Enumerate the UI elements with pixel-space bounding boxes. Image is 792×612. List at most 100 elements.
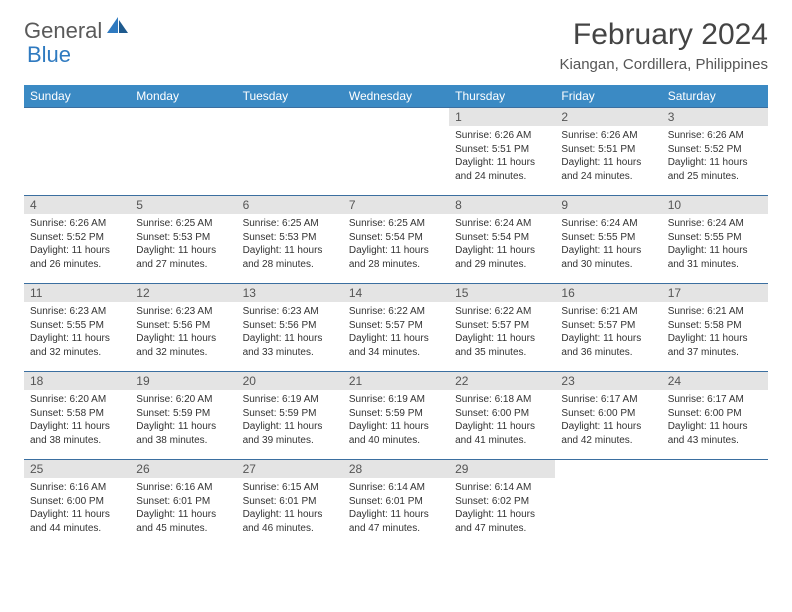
sunrise-text: Sunrise: 6:23 AM [30,305,124,319]
sunrise-text: Sunrise: 6:22 AM [349,305,443,319]
day-detail: Sunrise: 6:23 AMSunset: 5:56 PMDaylight:… [237,302,343,363]
month-title: February 2024 [560,18,768,52]
day-number: 20 [237,372,343,390]
day-number: 11 [24,284,130,302]
calendar-day-cell: 10Sunrise: 6:24 AMSunset: 5:55 PMDayligh… [662,196,768,284]
calendar-day-cell [237,108,343,196]
sunset-text: Sunset: 5:54 PM [349,231,443,245]
sunset-text: Sunset: 5:56 PM [136,319,230,333]
calendar-day-cell: 7Sunrise: 6:25 AMSunset: 5:54 PMDaylight… [343,196,449,284]
calendar-day-cell: 20Sunrise: 6:19 AMSunset: 5:59 PMDayligh… [237,372,343,460]
sunset-text: Sunset: 6:00 PM [455,407,549,421]
weekday-header: Sunday [24,85,130,108]
daylight-text-2: and 45 minutes. [136,522,230,536]
sunset-text: Sunset: 6:01 PM [243,495,337,509]
calendar-table: Sunday Monday Tuesday Wednesday Thursday… [24,85,768,548]
day-detail: Sunrise: 6:26 AMSunset: 5:51 PMDaylight:… [449,126,555,187]
day-number: 16 [555,284,661,302]
daylight-text-1: Daylight: 11 hours [136,508,230,522]
sunrise-text: Sunrise: 6:15 AM [243,481,337,495]
brand-logo: General [24,18,131,44]
sunrise-text: Sunrise: 6:19 AM [349,393,443,407]
calendar-day-cell: 14Sunrise: 6:22 AMSunset: 5:57 PMDayligh… [343,284,449,372]
sunset-text: Sunset: 5:52 PM [668,143,762,157]
daylight-text-1: Daylight: 11 hours [243,332,337,346]
sunrise-text: Sunrise: 6:17 AM [561,393,655,407]
daylight-text-2: and 27 minutes. [136,258,230,272]
calendar-day-cell: 4Sunrise: 6:26 AMSunset: 5:52 PMDaylight… [24,196,130,284]
daylight-text-2: and 47 minutes. [349,522,443,536]
sunrise-text: Sunrise: 6:23 AM [243,305,337,319]
sunset-text: Sunset: 5:55 PM [561,231,655,245]
sunrise-text: Sunrise: 6:17 AM [668,393,762,407]
daylight-text-2: and 46 minutes. [243,522,337,536]
daylight-text-2: and 35 minutes. [455,346,549,360]
daylight-text-1: Daylight: 11 hours [455,420,549,434]
day-detail: Sunrise: 6:14 AMSunset: 6:02 PMDaylight:… [449,478,555,539]
daylight-text-1: Daylight: 11 hours [349,508,443,522]
day-number: 7 [343,196,449,214]
day-detail: Sunrise: 6:24 AMSunset: 5:55 PMDaylight:… [662,214,768,275]
sunset-text: Sunset: 5:53 PM [136,231,230,245]
sunrise-text: Sunrise: 6:20 AM [136,393,230,407]
calendar-day-cell: 15Sunrise: 6:22 AMSunset: 5:57 PMDayligh… [449,284,555,372]
sunrise-text: Sunrise: 6:21 AM [668,305,762,319]
daylight-text-2: and 43 minutes. [668,434,762,448]
daylight-text-2: and 38 minutes. [136,434,230,448]
daylight-text-2: and 41 minutes. [455,434,549,448]
daylight-text-1: Daylight: 11 hours [668,244,762,258]
day-detail: Sunrise: 6:21 AMSunset: 5:57 PMDaylight:… [555,302,661,363]
sunset-text: Sunset: 6:00 PM [561,407,655,421]
calendar-day-cell: 24Sunrise: 6:17 AMSunset: 6:00 PMDayligh… [662,372,768,460]
calendar-day-cell: 5Sunrise: 6:25 AMSunset: 5:53 PMDaylight… [130,196,236,284]
sunset-text: Sunset: 6:02 PM [455,495,549,509]
sunrise-text: Sunrise: 6:14 AM [349,481,443,495]
calendar-day-cell: 23Sunrise: 6:17 AMSunset: 6:00 PMDayligh… [555,372,661,460]
daylight-text-2: and 44 minutes. [30,522,124,536]
daylight-text-2: and 24 minutes. [455,170,549,184]
calendar-week-row: 4Sunrise: 6:26 AMSunset: 5:52 PMDaylight… [24,196,768,284]
calendar-day-cell: 17Sunrise: 6:21 AMSunset: 5:58 PMDayligh… [662,284,768,372]
sunrise-text: Sunrise: 6:14 AM [455,481,549,495]
sunrise-text: Sunrise: 6:26 AM [455,129,549,143]
sunset-text: Sunset: 5:57 PM [455,319,549,333]
weekday-header: Tuesday [237,85,343,108]
day-detail: Sunrise: 6:18 AMSunset: 6:00 PMDaylight:… [449,390,555,451]
sunset-text: Sunset: 5:57 PM [349,319,443,333]
calendar-day-cell: 13Sunrise: 6:23 AMSunset: 5:56 PMDayligh… [237,284,343,372]
daylight-text-1: Daylight: 11 hours [455,156,549,170]
day-detail: Sunrise: 6:25 AMSunset: 5:53 PMDaylight:… [130,214,236,275]
day-detail: Sunrise: 6:25 AMSunset: 5:53 PMDaylight:… [237,214,343,275]
weekday-header-row: Sunday Monday Tuesday Wednesday Thursday… [24,85,768,108]
sunset-text: Sunset: 5:55 PM [30,319,124,333]
daylight-text-2: and 37 minutes. [668,346,762,360]
brand-sail-icon [107,17,129,40]
daylight-text-1: Daylight: 11 hours [668,332,762,346]
sunset-text: Sunset: 5:56 PM [243,319,337,333]
title-block: February 2024 Kiangan, Cordillera, Phili… [560,18,768,73]
day-number: 24 [662,372,768,390]
daylight-text-2: and 47 minutes. [455,522,549,536]
daylight-text-1: Daylight: 11 hours [349,332,443,346]
daylight-text-2: and 32 minutes. [136,346,230,360]
day-detail: Sunrise: 6:17 AMSunset: 6:00 PMDaylight:… [555,390,661,451]
day-number: 23 [555,372,661,390]
page-header: General February 2024 Kiangan, Cordiller… [24,18,768,73]
day-detail: Sunrise: 6:24 AMSunset: 5:54 PMDaylight:… [449,214,555,275]
daylight-text-2: and 28 minutes. [243,258,337,272]
calendar-day-cell: 28Sunrise: 6:14 AMSunset: 6:01 PMDayligh… [343,460,449,548]
calendar-day-cell: 27Sunrise: 6:15 AMSunset: 6:01 PMDayligh… [237,460,343,548]
calendar-day-cell: 3Sunrise: 6:26 AMSunset: 5:52 PMDaylight… [662,108,768,196]
calendar-day-cell: 11Sunrise: 6:23 AMSunset: 5:55 PMDayligh… [24,284,130,372]
sunset-text: Sunset: 5:51 PM [561,143,655,157]
daylight-text-2: and 31 minutes. [668,258,762,272]
calendar-day-cell: 19Sunrise: 6:20 AMSunset: 5:59 PMDayligh… [130,372,236,460]
day-detail: Sunrise: 6:22 AMSunset: 5:57 PMDaylight:… [343,302,449,363]
calendar-day-cell: 12Sunrise: 6:23 AMSunset: 5:56 PMDayligh… [130,284,236,372]
weekday-header: Wednesday [343,85,449,108]
day-detail: Sunrise: 6:23 AMSunset: 5:55 PMDaylight:… [24,302,130,363]
day-number: 29 [449,460,555,478]
day-number: 15 [449,284,555,302]
calendar-day-cell [555,460,661,548]
daylight-text-1: Daylight: 11 hours [136,244,230,258]
